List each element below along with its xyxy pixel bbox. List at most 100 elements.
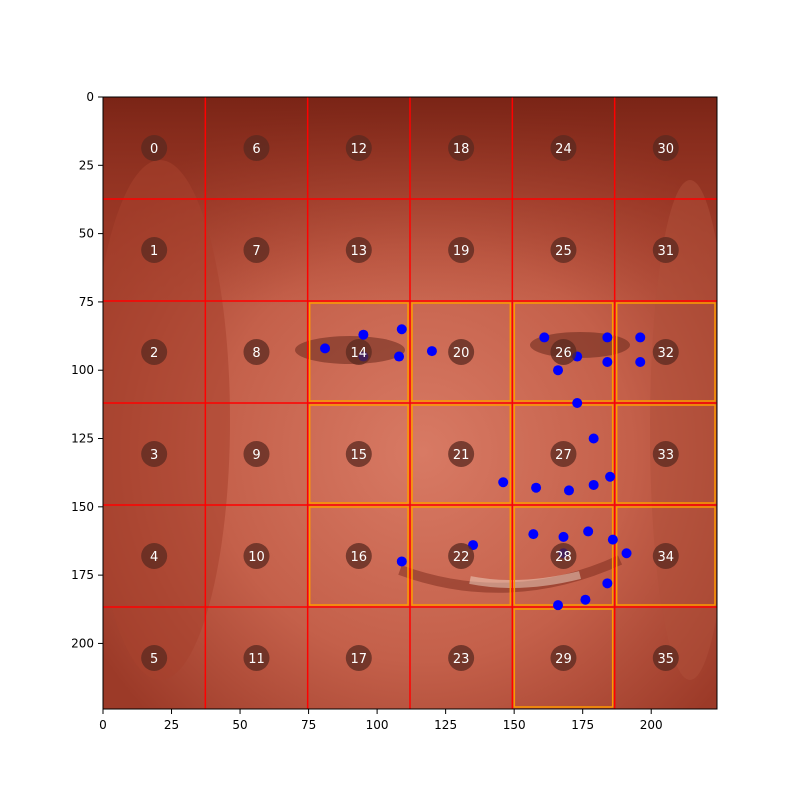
landmark-point <box>396 324 407 335</box>
cell-label-badge <box>243 134 270 161</box>
cell-label-badge <box>345 644 372 671</box>
cell-label: 7 <box>252 244 260 259</box>
landmark-point <box>605 471 616 482</box>
y-tick-label: 150 <box>71 500 94 514</box>
landmark-point <box>394 351 405 362</box>
y-tick-label: 50 <box>79 227 94 241</box>
landmark-point <box>558 531 569 542</box>
cell-label-badge <box>141 338 168 365</box>
landmark-point <box>320 343 331 354</box>
x-tick-label: 125 <box>434 718 457 732</box>
cell-label-badge <box>345 542 372 569</box>
landmark-point <box>588 433 599 444</box>
cell-label-badge <box>243 440 270 467</box>
x-tick-label: 50 <box>232 718 247 732</box>
cell-label-badge <box>550 440 577 467</box>
highlighted-cell <box>615 302 716 402</box>
x-tick-label: 150 <box>503 718 526 732</box>
landmark-point <box>602 357 613 368</box>
cell-label-badge <box>448 338 475 365</box>
cell-label-badge <box>652 542 679 569</box>
x-tick-label: 75 <box>301 718 316 732</box>
cell-label-badge <box>345 338 372 365</box>
cell-label-badge <box>141 134 168 161</box>
cell-label: 27 <box>555 448 572 463</box>
cell-label: 1 <box>150 244 158 259</box>
cell-label: 26 <box>555 346 572 361</box>
landmark-point <box>635 332 646 343</box>
cell-label-badge <box>550 236 577 263</box>
cell-label-badge <box>652 440 679 467</box>
landmark-point <box>635 357 646 368</box>
highlighted-cell <box>411 506 512 606</box>
cell-label: 4 <box>150 550 158 565</box>
landmark-point <box>572 398 583 408</box>
y-tick-label: 75 <box>79 295 94 309</box>
cell-label: 17 <box>351 652 368 667</box>
cell-label: 32 <box>658 346 675 361</box>
highlighted-cell <box>615 404 716 504</box>
cell-label: 16 <box>351 550 368 565</box>
cell-label: 20 <box>453 346 470 361</box>
cell-label: 15 <box>351 448 368 463</box>
y-tick-label: 125 <box>71 432 94 446</box>
cell-label: 3 <box>150 448 158 463</box>
cell-label: 12 <box>351 142 368 157</box>
cell-label: 6 <box>252 142 260 157</box>
x-tick-label: 0 <box>99 718 107 732</box>
landmark-point <box>580 594 591 605</box>
cell-label: 9 <box>252 448 260 463</box>
cell-label: 25 <box>555 244 572 259</box>
cell-label-badge <box>345 440 372 467</box>
cell-label-badge <box>550 134 577 161</box>
cell-label-badge <box>141 440 168 467</box>
landmark-point <box>621 548 632 559</box>
cell-label-badge <box>448 440 475 467</box>
highlighted-cell <box>513 302 614 402</box>
cell-label-badge <box>141 236 168 263</box>
landmark-point <box>583 526 594 537</box>
cell-label-badge <box>550 542 577 569</box>
cell-label-badge <box>243 644 270 671</box>
cell-label-badge <box>550 338 577 365</box>
landmark-point <box>531 482 542 493</box>
cell-label: 21 <box>453 448 470 463</box>
highlighted-cell <box>411 404 512 504</box>
cell-label: 24 <box>555 142 572 157</box>
cell-label-badge <box>652 644 679 671</box>
landmark-point <box>553 600 564 611</box>
x-axis: 0 25 50 75 100 125 150 175 200 <box>99 709 663 732</box>
cell-label-badge <box>652 338 679 365</box>
highlighted-cell <box>411 302 512 402</box>
plot-frame <box>102 96 718 710</box>
landmark-point <box>358 329 369 340</box>
cell-label: 35 <box>658 652 675 667</box>
cell-label-badge <box>243 338 270 365</box>
x-tick-label: 175 <box>571 718 594 732</box>
cell-label: 10 <box>248 550 265 565</box>
highlighted-cell <box>513 506 614 606</box>
y-tick-label: 175 <box>71 568 94 582</box>
y-tick-label: 25 <box>79 158 94 172</box>
cell-label: 31 <box>658 244 675 259</box>
landmark-point <box>396 556 407 567</box>
highlighted-cell <box>615 506 716 606</box>
cell-label: 5 <box>150 652 158 667</box>
highlighted-cell <box>513 404 614 504</box>
cell-label-badge <box>448 134 475 161</box>
cell-label: 29 <box>555 652 572 667</box>
cell-label-badge <box>141 542 168 569</box>
landmark-point <box>539 332 550 343</box>
cell-label-badge <box>345 236 372 263</box>
cell-label-badge <box>141 644 168 671</box>
cell-label: 33 <box>658 448 675 463</box>
landmark-point <box>602 332 613 343</box>
landmark-point <box>553 365 564 376</box>
landmark-point <box>563 485 574 496</box>
cell-label: 23 <box>453 652 470 667</box>
highlighted-cell <box>308 302 409 402</box>
cell-label-badge <box>448 236 475 263</box>
cell-label-badge <box>550 644 577 671</box>
cell-label-badge <box>448 644 475 671</box>
